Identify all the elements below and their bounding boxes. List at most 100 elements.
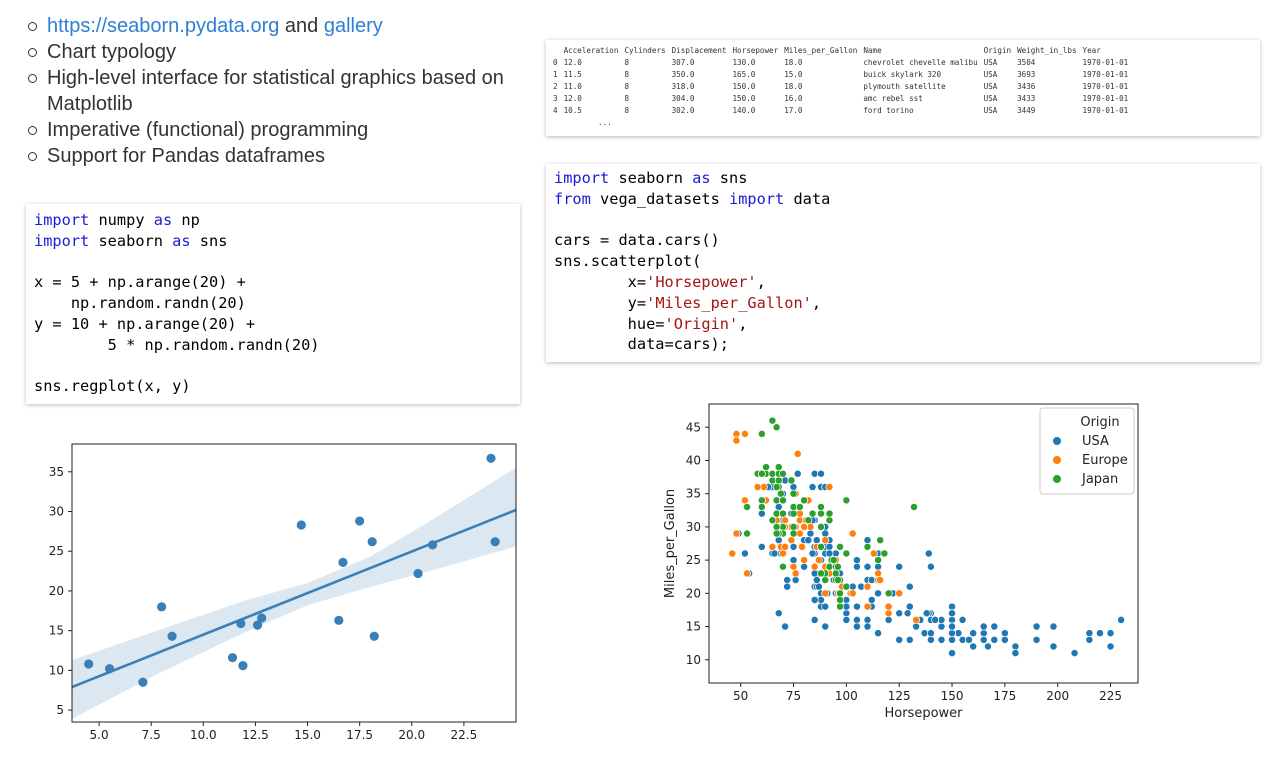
data-point-usa [781, 622, 790, 631]
data-point-japan [757, 429, 766, 438]
data-point-japan [884, 589, 893, 598]
data-point [369, 631, 379, 641]
x-tick-label: 225 [1099, 689, 1122, 703]
data-point-europe [732, 429, 741, 438]
code-cell-regplot[interactable]: import numpy as np import seaborn as sns… [26, 204, 520, 404]
legend-label: Europe [1082, 453, 1128, 468]
code-cell-scatterplot[interactable]: import seaborn as sns from vega_datasets… [546, 164, 1260, 362]
data-point-usa [1032, 622, 1041, 631]
dataframe-cell: 2 [553, 82, 558, 91]
code-keyword: as [153, 211, 173, 229]
code-block: import seaborn as sns from vega_datasets… [546, 164, 1260, 361]
data-point-europe [814, 556, 823, 565]
data-point-japan [779, 496, 787, 505]
data-point-usa [852, 556, 861, 565]
data-point-usa [948, 622, 956, 631]
data-point-japan [757, 503, 766, 511]
data-point-usa [793, 469, 802, 478]
data-point-europe [821, 589, 830, 598]
data-point-japan [817, 542, 825, 551]
dataframe-row: 0 12.0 8 307.0 130.0 18.0 chevrolet chevelle m… [550, 57, 1131, 69]
data-point-usa [821, 622, 830, 631]
legend-box [1039, 407, 1135, 495]
data-point-usa [812, 576, 821, 584]
data-point-usa [842, 615, 851, 624]
dataframe-cell: 12.0 [563, 58, 582, 67]
dataframe-column-header: Origin [983, 46, 1012, 55]
data-point-usa [812, 536, 821, 545]
seaborn-link[interactable]: https://seaborn.pydata.org [47, 15, 280, 37]
data-point-japan [836, 589, 844, 598]
data-point-usa [789, 483, 798, 491]
data-point-usa [810, 615, 819, 624]
data-point [252, 620, 263, 630]
code-line: np.random.randn(20) [34, 294, 246, 313]
data-point-usa [884, 615, 893, 624]
data-point-usa [814, 582, 823, 591]
data-point-usa [810, 596, 819, 604]
y-tick-label: 35 [49, 465, 64, 479]
data-point-usa [937, 622, 946, 631]
code-line: 5 * np.random.randn(20) [34, 335, 320, 354]
bullet-item: Support for Pandas dataframes [28, 143, 528, 169]
data-point-usa [757, 509, 766, 518]
data-point-usa [852, 562, 861, 571]
data-point-usa [804, 536, 813, 545]
dataframe-cell: USA [983, 82, 998, 91]
data-point-usa [874, 589, 883, 598]
data-point [227, 653, 238, 663]
bullet-item: High-level interface for statistical gra… [28, 65, 528, 117]
data-point-usa [783, 582, 792, 591]
data-point-usa [948, 635, 956, 644]
data-point-japan [743, 503, 751, 511]
data-point-japan [776, 489, 785, 498]
data-point-europe [779, 549, 787, 558]
data-point-japan [774, 476, 783, 485]
data-point-usa [926, 629, 935, 638]
data-point-europe [810, 562, 819, 571]
data-point-usa [1000, 635, 1009, 644]
dataframe-cell: 1 [553, 70, 558, 79]
dataframe-cell: 130.0 [732, 58, 756, 67]
data-point-japan [768, 516, 777, 525]
code-string: 'Miles_per_Gallon' [646, 293, 812, 312]
data-point-usa [825, 542, 834, 551]
data-point-europe [740, 429, 749, 438]
data-point-europe [912, 615, 921, 624]
confidence-band [72, 467, 516, 719]
data-point-europe [793, 449, 802, 458]
data-point-usa [948, 602, 956, 611]
code-line: cars = data.cars() [554, 231, 720, 250]
dataframe-cell: 150.0 [732, 82, 756, 91]
data-point-europe [874, 569, 883, 578]
dataframe-column-header: Cylinders [624, 46, 666, 55]
data-point-japan [772, 423, 781, 432]
data-point-europe [781, 516, 790, 525]
data-point-usa [789, 542, 798, 551]
data-point-japan [779, 469, 787, 478]
data-point-japan [836, 542, 844, 551]
dataframe-cell: 8 [624, 106, 630, 115]
dataframe-cell: 8 [624, 58, 630, 67]
dataframe-cell: 3693 [1017, 70, 1036, 79]
data-point-usa [770, 549, 779, 558]
dataframe-cell: 1970-01-01 [1082, 70, 1129, 79]
data-point-usa [922, 609, 931, 618]
data-point-japan [863, 542, 872, 551]
gallery-link[interactable]: gallery [323, 15, 383, 37]
data-point-japan [842, 496, 851, 505]
data-point-usa [948, 609, 956, 618]
code-string: 'Horsepower' [646, 272, 757, 291]
dataframe-cell: 0 [553, 58, 558, 67]
dataframe-cell: 8 [624, 70, 630, 79]
data-point-usa [867, 596, 876, 604]
bullet-list: https://seaborn.pydata.org and gallery C… [28, 13, 528, 169]
dataframe-row: 2 11.0 8 318.0 150.0 18.0 plymouth satellite US… [550, 81, 1131, 93]
x-tick-label: 7.5 [142, 728, 161, 742]
data-point-usa [808, 483, 817, 491]
code-keyword: import [34, 231, 90, 250]
data-point-usa [852, 602, 861, 611]
data-point-japan [787, 476, 796, 485]
data-point-europe [876, 576, 885, 584]
data-point-usa [1011, 642, 1020, 651]
